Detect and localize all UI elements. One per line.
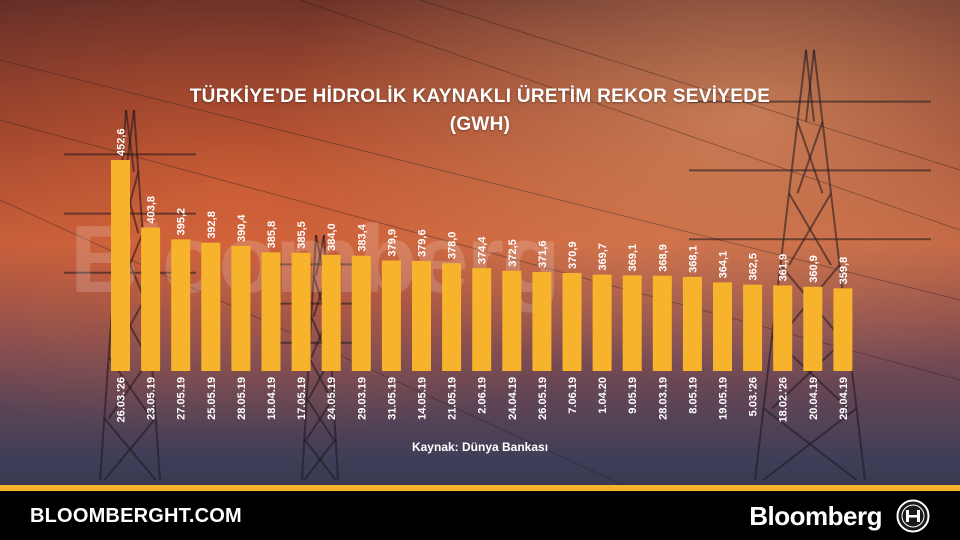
bar xyxy=(231,246,251,371)
category-label: 26.03.'26 xyxy=(116,377,128,422)
category-label: 5.03.'26 xyxy=(748,377,760,416)
bar xyxy=(321,254,341,371)
bar xyxy=(833,288,853,371)
category-label: 20.04.19 xyxy=(808,377,820,420)
chart-title: TÜRKİYE'DE HİDROLİK KAYNAKLI ÜRETİM REKO… xyxy=(189,86,771,107)
bar xyxy=(652,275,672,371)
bar xyxy=(502,270,522,371)
bar xyxy=(412,260,431,371)
bar xyxy=(803,286,823,371)
bar-value-label: 383,4 xyxy=(356,223,368,251)
bar-value-label: 395,2 xyxy=(176,208,188,236)
source-note: Kaynak: Dünya Bankası xyxy=(411,440,549,454)
category-label: 26.05.19 xyxy=(537,377,549,420)
category-label: 24.04.19 xyxy=(507,377,519,420)
bar-value-label: 390,4 xyxy=(236,214,248,242)
bar-value-label: 360,9 xyxy=(808,255,820,283)
bar-value-label: 379,9 xyxy=(386,229,398,257)
bar-value-label: 369,7 xyxy=(597,243,609,271)
bar-value-label: 385,8 xyxy=(266,221,278,249)
bar-value-label: 374,4 xyxy=(477,236,489,264)
bar xyxy=(381,260,401,371)
footer-bar: BLOOMBERGHT.COM Bloomberg xyxy=(0,485,960,540)
bar xyxy=(743,284,763,371)
bar xyxy=(592,274,612,371)
bar xyxy=(472,268,492,371)
category-label: 24.05.19 xyxy=(326,377,338,420)
bar xyxy=(622,275,642,371)
category-label: 19.05.19 xyxy=(718,377,730,420)
bar xyxy=(532,271,552,371)
category-label: 14.05.19 xyxy=(417,377,429,420)
bar-value-label: 379,6 xyxy=(417,229,429,257)
bar-value-label: 372,5 xyxy=(507,239,519,267)
bar xyxy=(141,227,161,371)
category-label: 25.05.19 xyxy=(206,377,218,420)
bar-value-label: 371,6 xyxy=(537,240,549,268)
category-label: 8.05.19 xyxy=(687,377,699,414)
site-url[interactable]: BLOOMBERGHT.COM xyxy=(30,505,242,527)
chart-subtitle: (GWH) xyxy=(449,114,511,135)
bar xyxy=(562,272,582,371)
bar-value-label: 362,5 xyxy=(748,253,760,281)
bar-value-label: 385,5 xyxy=(296,221,308,249)
brand-logo: Bloomberg xyxy=(749,501,882,531)
category-label: 28.05.19 xyxy=(236,377,248,420)
category-label: 7.06.19 xyxy=(567,377,579,414)
bar xyxy=(351,255,371,371)
bar-value-label: 384,0 xyxy=(326,223,338,251)
category-label: 21.05.19 xyxy=(447,377,459,420)
category-label: 9.05.19 xyxy=(627,377,639,414)
bloomberg-ht-emblem-icon xyxy=(896,499,930,533)
bar-value-label: 403,8 xyxy=(146,196,158,224)
category-label: 29.04.19 xyxy=(838,377,850,420)
bar xyxy=(171,239,191,371)
bar xyxy=(442,263,462,371)
bar-value-label: 392,8 xyxy=(206,211,218,239)
bar-value-label: 378,0 xyxy=(447,232,459,260)
bar xyxy=(111,160,130,371)
bar xyxy=(261,252,281,371)
bar-value-label: 452,6 xyxy=(116,128,128,156)
category-label: 18.02.'26 xyxy=(778,377,790,422)
bar-value-label: 368,1 xyxy=(687,245,699,273)
category-label: 28.03.19 xyxy=(657,377,669,420)
bar xyxy=(682,276,702,371)
category-label: 1.04.20 xyxy=(597,377,609,414)
category-label: 17.05.19 xyxy=(296,377,308,420)
bar xyxy=(713,282,732,371)
category-label: 27.05.19 xyxy=(176,377,188,420)
category-label: 2.06.19 xyxy=(477,377,489,414)
bar-value-label: 359,8 xyxy=(838,257,850,285)
category-label: 23.05.19 xyxy=(146,377,158,420)
bar-value-label: 369,1 xyxy=(627,244,639,272)
bar xyxy=(291,252,311,371)
bar xyxy=(773,285,793,371)
bar-value-label: 370,9 xyxy=(567,241,579,269)
bar-value-label: 364,1 xyxy=(718,251,730,279)
bar-value-label: 368,9 xyxy=(657,244,669,272)
bar-value-label: 361,9 xyxy=(778,254,790,282)
category-label: 29.03.19 xyxy=(356,377,368,420)
category-label: 18.04.19 xyxy=(266,377,278,420)
category-label: 31.05.19 xyxy=(386,377,398,420)
bar xyxy=(201,242,221,371)
